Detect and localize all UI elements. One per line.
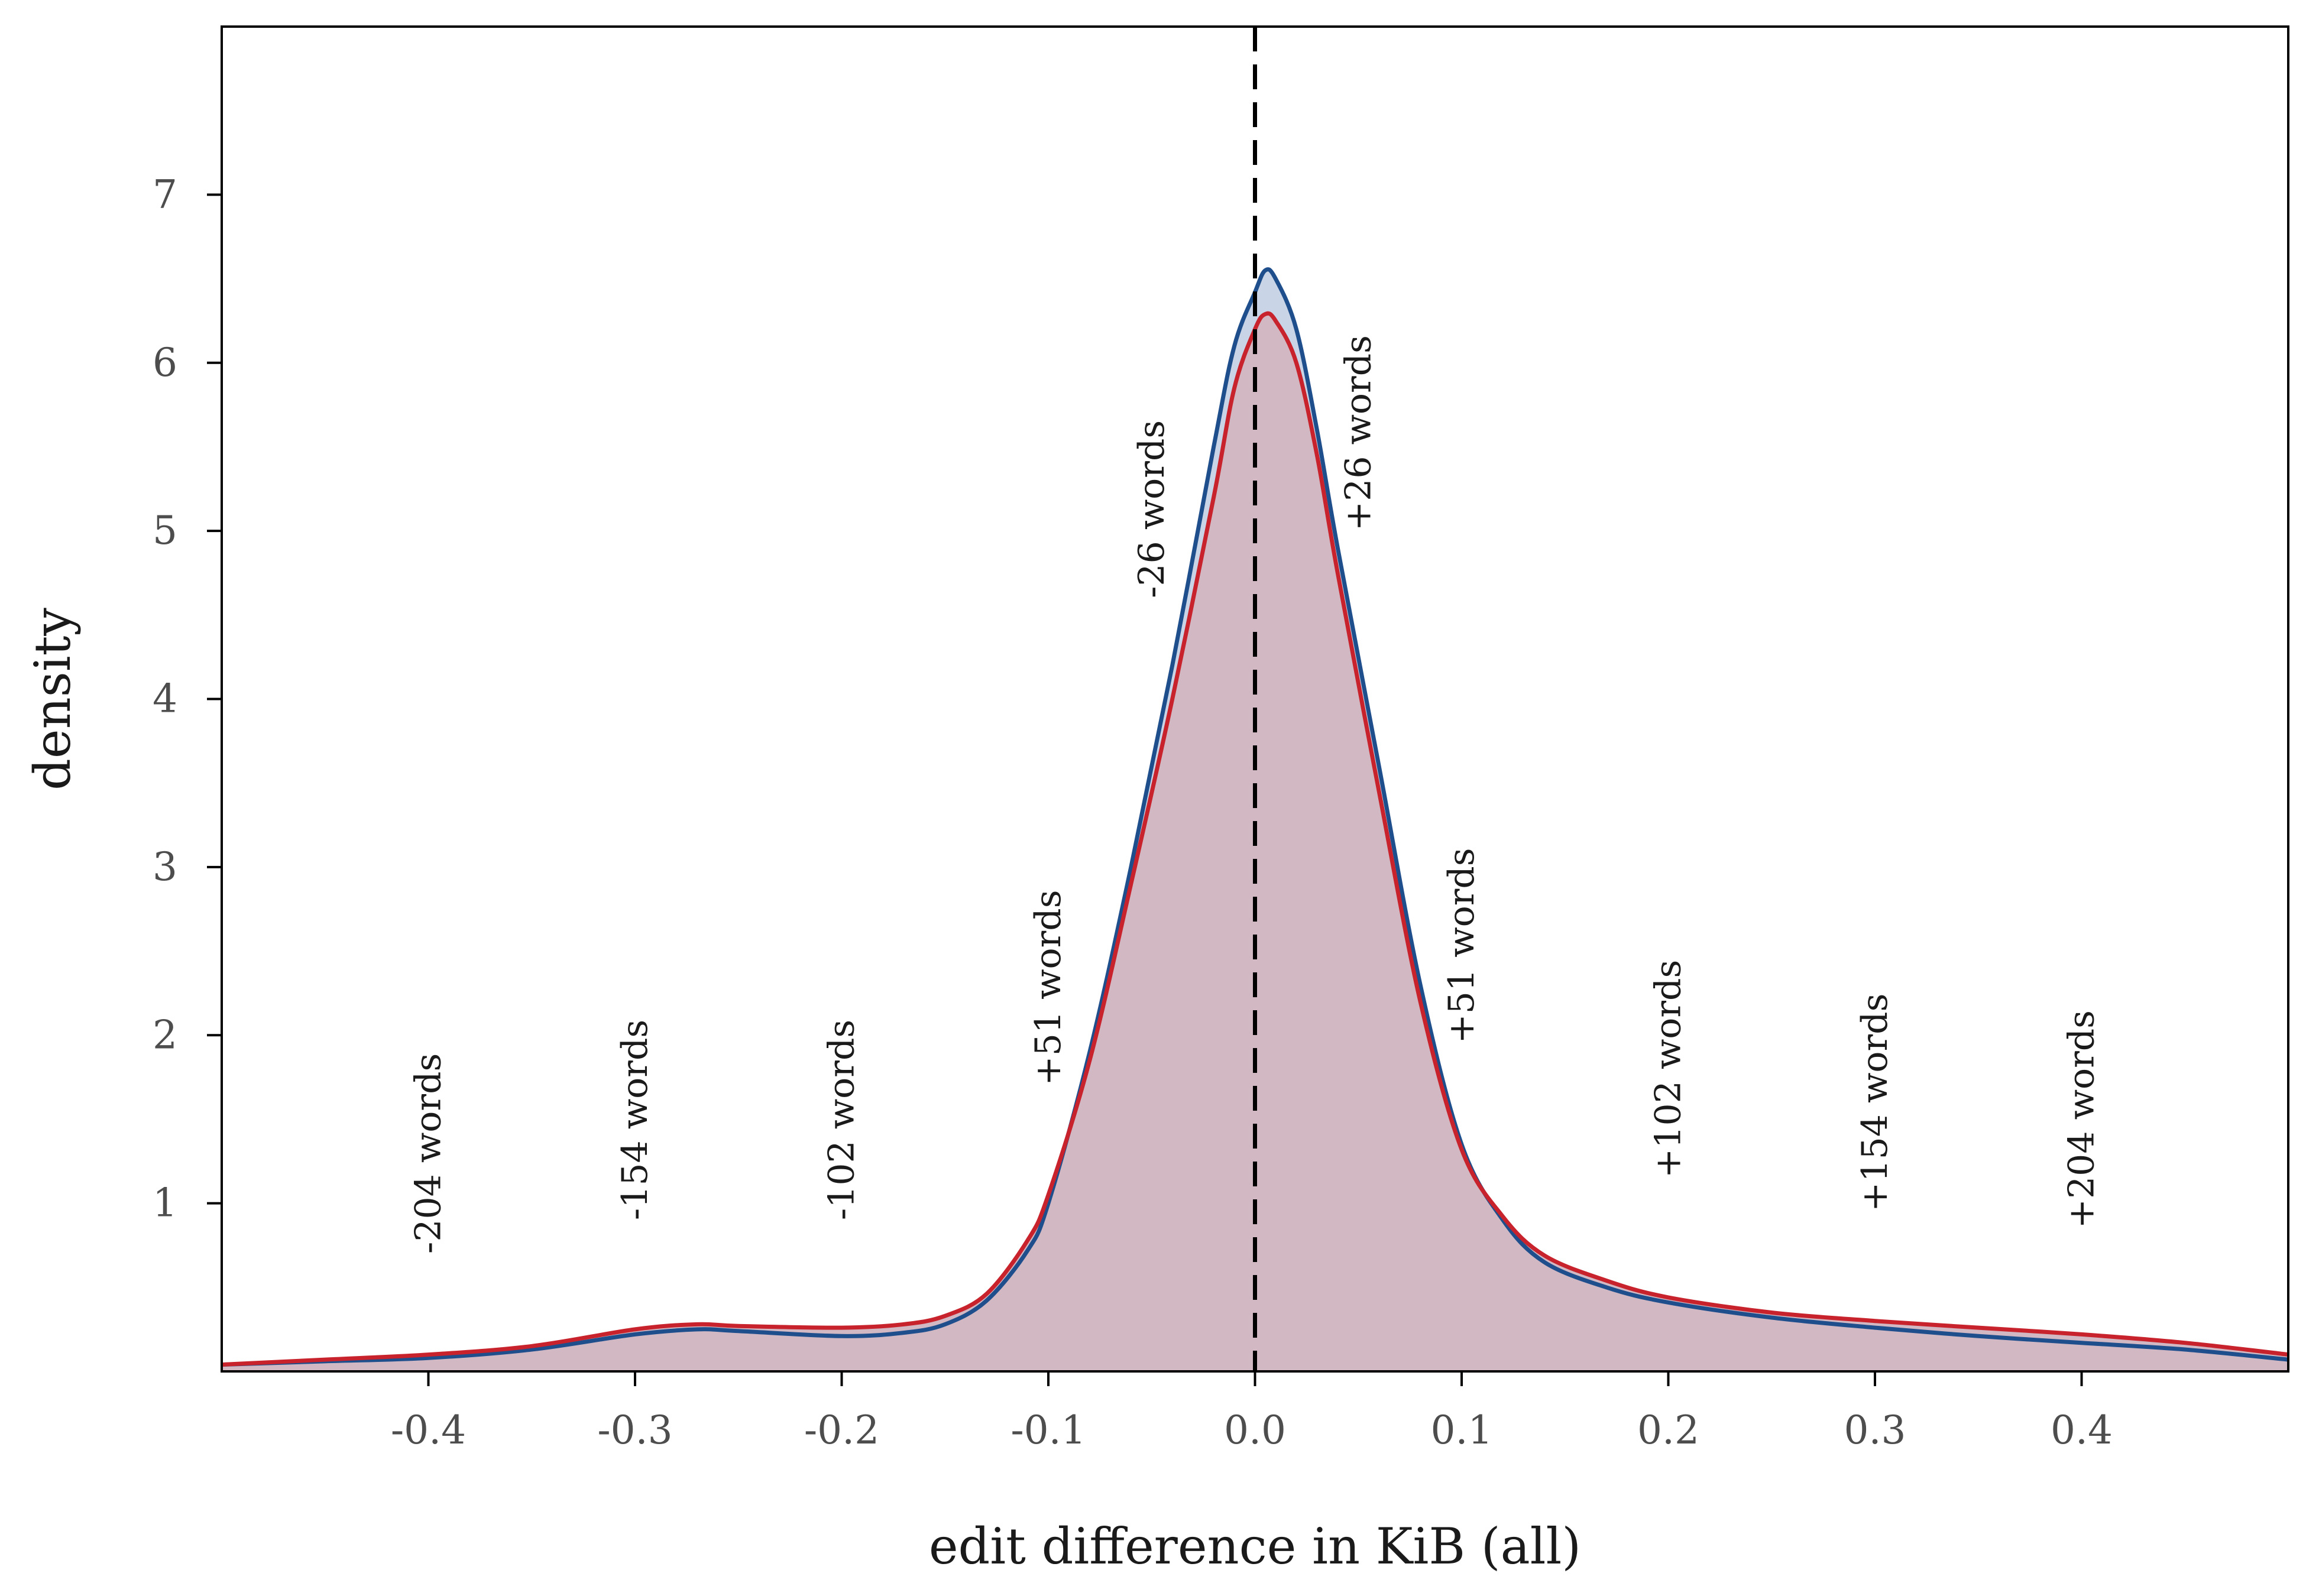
word-count-annotation: +51 words (1028, 890, 1069, 1086)
x-tick-label: 0.1 (1431, 1407, 1493, 1453)
x-axis-title: edit difference in KiB (all) (929, 1517, 1581, 1575)
x-tick-label: -0.4 (391, 1407, 466, 1453)
density-line-series-2 (221, 311, 2289, 1367)
word-count-annotation: +154 words (1854, 994, 1896, 1212)
word-count-annotation: +204 words (2061, 1010, 2103, 1228)
y-tick-label: 2 (153, 1012, 177, 1057)
annotation-layer: -204 words -154 words -102 words +51 words -… (408, 335, 2103, 1254)
x-tick-label: 0.4 (2051, 1407, 2113, 1453)
x-tick-label: -0.2 (804, 1407, 879, 1453)
y-tick-label: 5 (153, 508, 177, 553)
word-count-annotation: -204 words (408, 1053, 449, 1254)
x-tick-label: -0.1 (1011, 1407, 1086, 1453)
x-tick-label: 0.0 (1224, 1407, 1286, 1453)
density-line-series-1 (221, 267, 2289, 1367)
word-count-annotation: +102 words (1648, 960, 1689, 1178)
y-tick-label: 1 (153, 1180, 177, 1226)
y-tick-label: 6 (153, 340, 177, 385)
word-count-annotation: -102 words (821, 1020, 863, 1220)
y-axis-title: density (24, 608, 82, 790)
x-tick-label: -0.3 (597, 1407, 672, 1453)
word-count-annotation: +26 words (1337, 335, 1379, 531)
y-tick-label: 4 (153, 676, 177, 722)
tick-layer: -0.4 -0.3 -0.2 -0.1 0.0 0.1 0.2 0.3 0.4 1 2 3 4 5 6 7 (153, 171, 2113, 1453)
x-tick-label: 0.2 (1637, 1407, 1699, 1453)
word-count-annotation: -26 words (1131, 420, 1173, 598)
y-tick-label: 7 (153, 171, 177, 217)
word-count-annotation: +51 words (1441, 848, 1482, 1043)
word-count-annotation: -154 words (614, 1020, 656, 1220)
x-tick-label: 0.3 (1844, 1407, 1906, 1453)
y-tick-label: 3 (153, 844, 177, 890)
